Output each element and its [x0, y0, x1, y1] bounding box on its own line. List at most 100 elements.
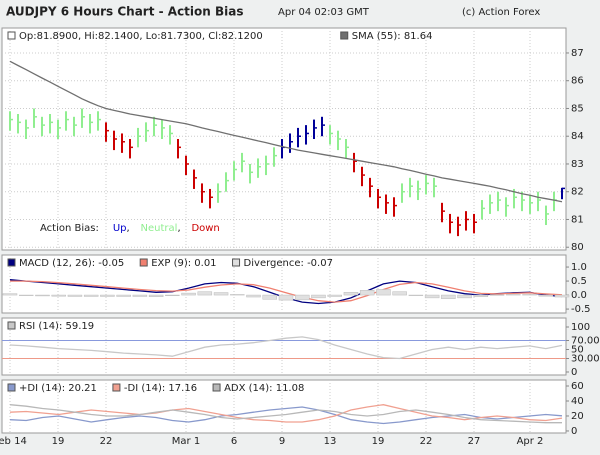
- histogram-bar: [311, 294, 326, 299]
- y-tick-label: 83: [571, 159, 584, 170]
- histogram-bar: [116, 294, 131, 297]
- histogram-bar: [213, 292, 229, 296]
- x-tick-label: 13: [324, 436, 337, 447]
- histogram-bar: [278, 294, 294, 301]
- legend-swatch: [232, 258, 241, 267]
- y-tick-label: 70.00: [571, 335, 600, 346]
- legend-label: ADX (14): 11.08: [224, 383, 304, 394]
- histogram-bar: [554, 294, 570, 298]
- annotation-item: Up: [113, 223, 127, 234]
- series-line: [9, 336, 563, 360]
- panel: [1, 317, 567, 376]
- histogram-bar: [51, 294, 66, 297]
- y-tick-label: 82: [571, 187, 584, 198]
- series-line: [9, 60, 563, 203]
- legend-swatch: [7, 383, 16, 392]
- histogram-bar: [506, 294, 521, 296]
- legend-swatch: [7, 258, 16, 267]
- histogram-bar: [327, 294, 342, 297]
- y-tick-label: 50: [571, 344, 584, 355]
- legend-label: +DI (14): 20.21: [19, 383, 97, 394]
- y-tick-label: 100: [571, 322, 590, 333]
- y-tick-label: 0: [571, 426, 577, 437]
- x-tick-label: 22: [100, 436, 113, 447]
- histogram-bar: [18, 294, 34, 296]
- panel: [1, 379, 567, 434]
- annotation-label: Action Bias:: [40, 223, 99, 234]
- legend-swatch: [112, 383, 121, 392]
- legend-swatch: [7, 321, 16, 330]
- y-tick-label: 30.00: [571, 353, 600, 364]
- legend-swatch: [212, 383, 221, 392]
- y-tick-label: 20: [571, 411, 584, 422]
- y-tick-label: 84: [571, 131, 584, 142]
- series-line: [9, 404, 562, 424]
- histogram-bar: [538, 294, 554, 297]
- histogram-bar: [165, 294, 180, 296]
- y-tick-label: 87: [571, 48, 584, 59]
- histogram-bar: [392, 291, 407, 296]
- legend-label: MACD (12, 26): -0.05: [19, 258, 124, 269]
- annotation-item: Down: [191, 223, 219, 234]
- x-tick-label: 19: [372, 436, 385, 447]
- histogram-bar: [246, 294, 261, 298]
- y-tick-label: 1.0: [571, 262, 587, 273]
- legend-label: RSI (14): 59.19: [19, 321, 94, 332]
- legend-label: -DI (14): 17.16: [124, 383, 197, 394]
- histogram-bar: [424, 294, 440, 299]
- legend-swatch: [139, 258, 148, 267]
- histogram-bar: [359, 290, 375, 296]
- y-tick-label: 81: [571, 214, 584, 225]
- x-tick-label: 27: [468, 436, 481, 447]
- histogram-bar: [441, 294, 456, 299]
- histogram-bar: [489, 294, 505, 296]
- histogram-bar: [230, 294, 245, 296]
- chart-title: AUDJPY 6 Hours Chart - Action Bias: [6, 5, 244, 19]
- separator: ,: [127, 223, 130, 234]
- series-line: [9, 404, 563, 423]
- y-tick-label: 0.0: [571, 290, 587, 301]
- x-tick-label: 22: [420, 436, 433, 447]
- histogram-bar: [457, 294, 472, 299]
- legend-swatch: [340, 31, 349, 40]
- y-tick-label: 0: [571, 367, 577, 378]
- histogram-bar: [67, 294, 83, 297]
- y-tick-label: 0.5: [571, 276, 587, 287]
- panel: [1, 254, 567, 314]
- histogram-bar: [343, 292, 359, 296]
- histogram-bar: [522, 294, 537, 296]
- histogram-bar: [376, 289, 391, 296]
- copyright: (c) Action Forex: [462, 7, 540, 18]
- histogram-bar: [473, 294, 489, 297]
- histogram-bar: [408, 294, 424, 296]
- legend-swatch: [7, 31, 16, 40]
- histogram-bar: [2, 293, 18, 296]
- x-tick-label: 9: [279, 436, 285, 447]
- histogram-bar: [148, 294, 164, 297]
- y-tick-label: -0.5: [571, 304, 591, 315]
- y-tick-label: 86: [571, 76, 584, 87]
- timestamp: Apr 04 02:03 GMT: [278, 7, 370, 18]
- separator: ,: [177, 223, 180, 234]
- y-tick-label: 40: [571, 396, 584, 407]
- x-tick-label: Mar 1: [172, 436, 200, 447]
- y-tick-label: 60: [571, 381, 584, 392]
- histogram-bar: [83, 294, 99, 297]
- y-tick-label: 80: [571, 242, 584, 253]
- histogram-bar: [132, 294, 148, 297]
- legend-label: Divergence: -0.07: [244, 258, 333, 269]
- x-tick-label: Feb 14: [0, 436, 27, 447]
- series-line: [9, 406, 563, 425]
- histogram-bar: [197, 291, 213, 296]
- x-tick-label: 6: [231, 436, 237, 447]
- legend-label: EXP (9): 0.01: [151, 258, 216, 269]
- histogram-bar: [294, 294, 310, 301]
- legend-label: SMA (55): 81.64: [352, 31, 433, 42]
- series-line: [10, 280, 563, 303]
- histogram-bar: [181, 292, 196, 296]
- annotation-item: Neutral: [141, 223, 178, 234]
- histogram-bar: [100, 294, 115, 297]
